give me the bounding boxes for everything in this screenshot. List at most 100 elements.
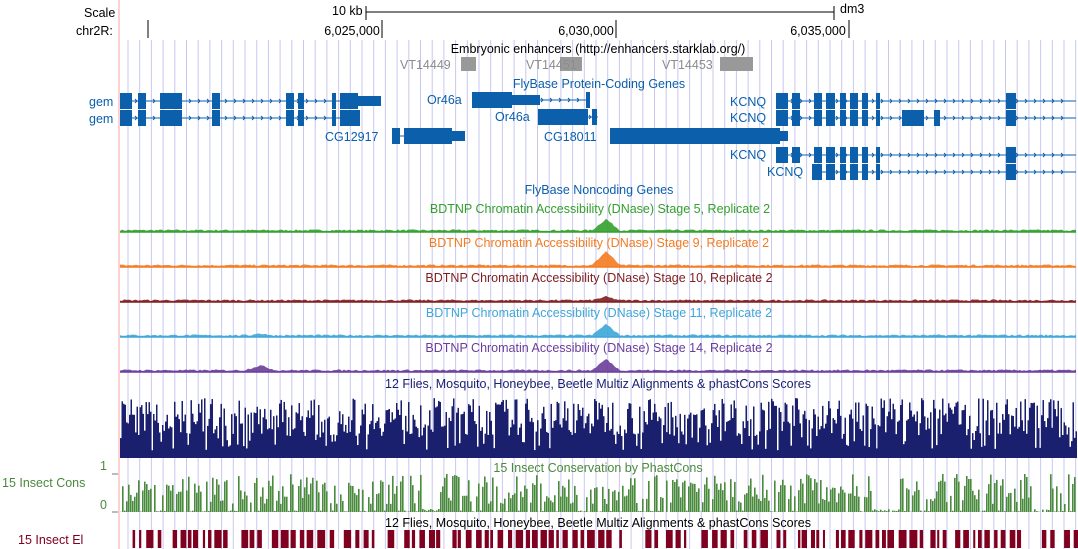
conserved-element[interactable] <box>645 530 652 548</box>
conserved-element[interactable] <box>801 530 808 548</box>
kcnq-exon[interactable] <box>814 93 822 109</box>
cg12917-exon[interactable] <box>404 128 452 144</box>
gem-exon[interactable] <box>212 93 220 109</box>
conserved-element[interactable] <box>743 530 748 548</box>
kcnq-exon[interactable] <box>792 110 800 126</box>
kcnq-exon[interactable] <box>850 164 858 180</box>
conserved-element[interactable] <box>973 530 976 548</box>
kcnq-exon[interactable] <box>792 93 800 109</box>
conserved-element[interactable] <box>730 530 735 548</box>
conserved-element[interactable] <box>994 530 998 548</box>
conserved-element[interactable] <box>955 530 961 548</box>
cg18011-exon[interactable] <box>610 128 622 144</box>
conserved-element[interactable] <box>271 530 279 548</box>
conserved-element[interactable] <box>146 530 154 548</box>
gem-exon[interactable] <box>138 93 146 109</box>
kcnq-exon[interactable] <box>840 164 846 180</box>
kcnq-exon[interactable] <box>862 147 868 163</box>
enhancer-track-title[interactable]: Embryonic enhancers (http://enhancers.st… <box>450 42 746 56</box>
kcnq-exon[interactable] <box>850 147 858 163</box>
conserved-element[interactable] <box>452 530 457 548</box>
kcnq-exon[interactable] <box>850 93 858 109</box>
conserved-element[interactable] <box>816 530 820 548</box>
conserved-element[interactable] <box>193 530 199 548</box>
dnase-stage10-title[interactable]: BDTNP Chromatin Accessibility (DNase) St… <box>425 271 773 285</box>
cg12917-exon[interactable] <box>392 128 400 144</box>
kcnq-exon[interactable] <box>850 110 858 126</box>
or46a-exon[interactable] <box>586 92 590 108</box>
conserved-element[interactable] <box>343 530 352 548</box>
conserved-element[interactable] <box>909 530 918 548</box>
enhancer-block[interactable] <box>720 57 753 71</box>
conserved-element[interactable] <box>848 530 855 548</box>
conserved-element[interactable] <box>751 530 757 548</box>
conserved-element[interactable] <box>508 530 513 548</box>
conserved-element[interactable] <box>1017 530 1022 548</box>
conserved-element[interactable] <box>139 530 142 548</box>
conserved-element[interactable] <box>875 530 880 548</box>
kcnq-exon[interactable] <box>814 110 822 126</box>
dnase-stage5-title[interactable]: BDTNP Chromatin Accessibility (DNase) St… <box>429 202 771 216</box>
kcnq-exon[interactable] <box>776 93 788 109</box>
conserved-element[interactable] <box>428 530 436 548</box>
conserved-element[interactable] <box>930 530 936 548</box>
conserved-element[interactable] <box>290 530 296 548</box>
conserved-element[interactable] <box>172 530 178 548</box>
conserved-element[interactable] <box>798 530 801 548</box>
kcnq-exon[interactable] <box>1006 110 1016 126</box>
cg18011-exon[interactable] <box>780 131 788 141</box>
kcnq-exon[interactable] <box>840 93 846 109</box>
conserved-element[interactable] <box>675 530 681 548</box>
kcnq-exon[interactable] <box>876 147 880 163</box>
kcnq-exon[interactable] <box>1006 147 1016 163</box>
conserved-element[interactable] <box>187 530 192 548</box>
conserved-element[interactable] <box>898 530 907 548</box>
conserved-element[interactable] <box>1073 530 1078 548</box>
conserved-element[interactable] <box>562 530 568 548</box>
kcnq-exon[interactable] <box>840 147 846 163</box>
kcnq-exon[interactable] <box>776 110 788 126</box>
conserved-element[interactable] <box>497 530 504 548</box>
conserved-element[interactable] <box>840 530 846 548</box>
conserved-element[interactable] <box>484 530 489 548</box>
enhancer-block[interactable] <box>560 57 582 71</box>
kcnq-exon[interactable] <box>814 147 822 163</box>
gene-label-kcnq[interactable]: KCNQ <box>730 95 767 109</box>
conserved-element[interactable] <box>257 530 262 548</box>
conserved-element[interactable] <box>317 530 326 548</box>
conserved-element[interactable] <box>214 530 222 548</box>
conserved-element[interactable] <box>598 530 605 548</box>
conserved-element[interactable] <box>865 530 873 548</box>
dnase-signal[interactable] <box>120 251 1076 267</box>
conserved-element[interactable] <box>684 530 687 548</box>
conserved-element[interactable] <box>887 530 895 548</box>
gene-label-cg12917[interactable]: CG12917 <box>325 130 379 144</box>
kcnq-exon[interactable] <box>826 93 835 109</box>
protein-coding-track-title[interactable]: FlyBase Protein-Coding Genes <box>512 77 686 91</box>
gem-exon[interactable] <box>332 93 336 109</box>
conserved-element[interactable] <box>363 530 369 548</box>
conserved-element[interactable] <box>1041 530 1047 548</box>
noncoding-track-title[interactable]: FlyBase Noncoding Genes <box>524 183 674 197</box>
conserved-element[interactable] <box>157 530 162 548</box>
conserved-element[interactable] <box>419 530 425 548</box>
conserved-element[interactable] <box>540 530 547 548</box>
dnase-stage11-title[interactable]: BDTNP Chromatin Accessibility (DNase) St… <box>425 306 773 320</box>
gem-exon[interactable] <box>160 110 182 126</box>
conserved-element[interactable] <box>249 530 255 548</box>
or46a-exon[interactable] <box>472 92 512 108</box>
conserved-element[interactable] <box>822 530 825 548</box>
conserved-element[interactable] <box>977 530 982 548</box>
conserved-element[interactable] <box>208 530 212 548</box>
dnase-stage14-title[interactable]: BDTNP Chromatin Accessibility (DNase) St… <box>425 341 773 355</box>
phastcons-track-title[interactable]: 15 Insect Conservation by PhastCons <box>493 461 703 475</box>
kcnq-exon[interactable] <box>876 164 880 180</box>
conserved-element[interactable] <box>654 530 659 548</box>
conserved-element[interactable] <box>387 530 395 548</box>
conserved-element[interactable] <box>457 530 461 548</box>
conserved-element[interactable] <box>1009 530 1016 548</box>
conserved-element[interactable] <box>1050 530 1055 548</box>
kcnq-exon[interactable] <box>876 93 880 109</box>
